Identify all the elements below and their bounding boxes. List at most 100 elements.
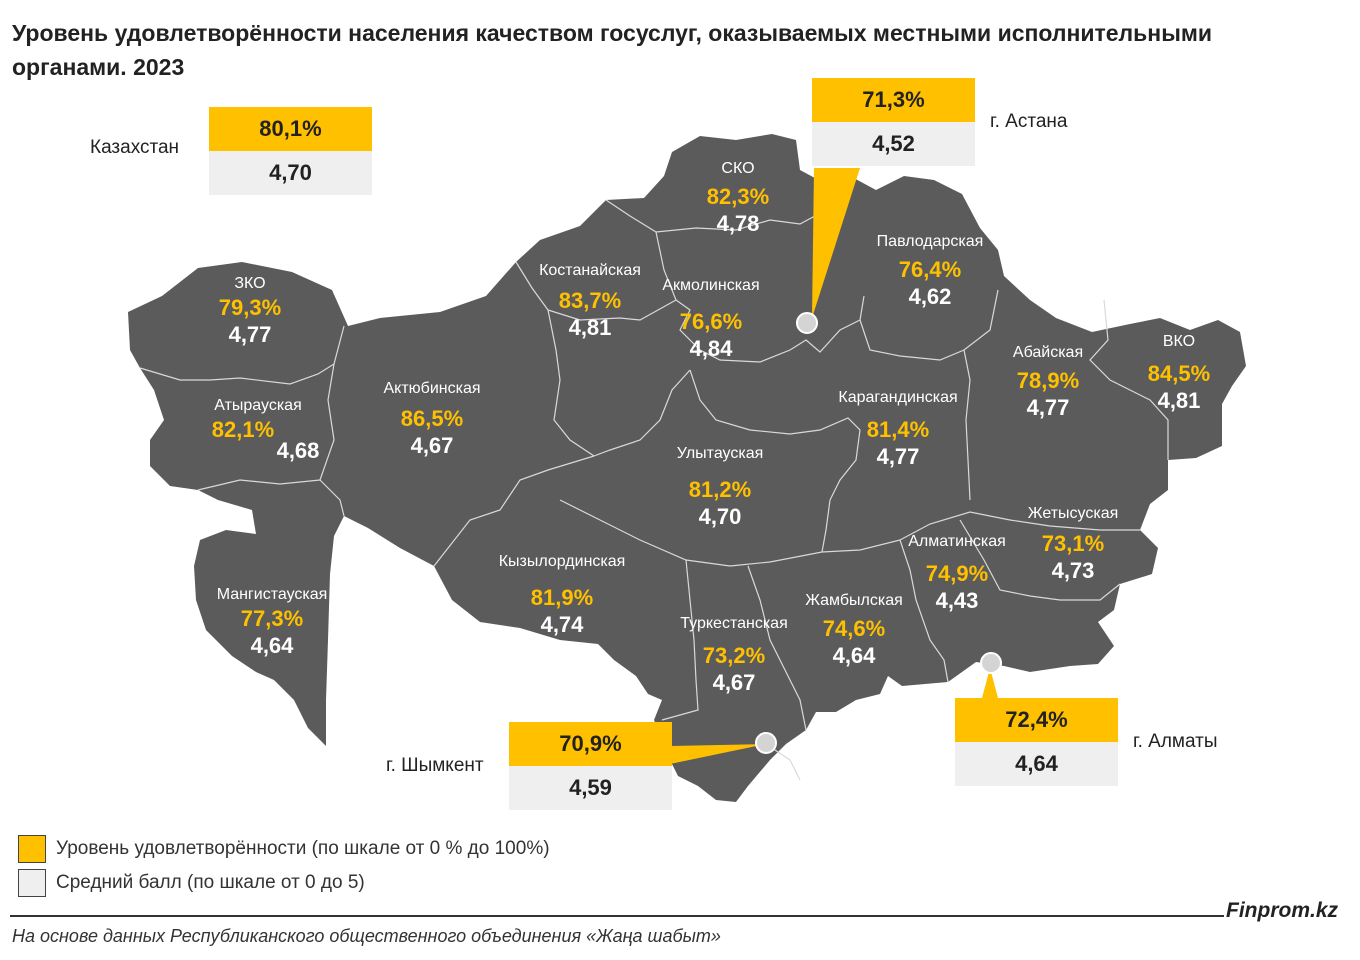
region-name: Актюбинская xyxy=(383,380,481,397)
region-score: 4,62 xyxy=(908,284,952,309)
astana-dot xyxy=(796,312,818,334)
region-satisfaction: 81,2% xyxy=(688,477,752,502)
region-name: Акмолинская xyxy=(662,277,760,294)
region-kostanay: Костанайская 83,7% 4,81 xyxy=(539,261,641,341)
region-satisfaction: 83,7% xyxy=(558,288,622,313)
legend-swatch-yellow xyxy=(18,835,46,863)
region-satisfaction: 78,9% xyxy=(1016,368,1080,393)
region-name: Карагандинская xyxy=(838,389,958,406)
region-satisfaction: 81,9% xyxy=(530,585,594,610)
callout-almaty: 72,4% 4,64 xyxy=(955,698,1118,786)
callout-score: 4,70 xyxy=(209,151,372,195)
region-name: СКО xyxy=(721,160,755,177)
region-score: 4,67 xyxy=(410,433,454,458)
region-score: 4,64 xyxy=(250,633,294,658)
region-satisfaction: 73,2% xyxy=(702,643,766,668)
region-zko: ЗКО 79,3% 4,77 xyxy=(219,274,281,348)
region-vko: ВКО 84,5% 4,81 xyxy=(1148,332,1210,414)
callout-label-almaty: г. Алматы xyxy=(1133,731,1218,752)
callout-score: 4,59 xyxy=(509,766,672,810)
region-zhetysu: Жетысуская 73,1% 4,73 xyxy=(1028,504,1119,584)
region-name: Жамбылская xyxy=(805,592,903,609)
region-name: Абайская xyxy=(1012,344,1084,361)
callout-label-kazakhstan: Казахстан xyxy=(90,137,180,158)
callout-score: 4,64 xyxy=(955,742,1118,786)
region-score: 4,43 xyxy=(935,588,979,613)
region-score: 4,84 xyxy=(689,336,733,361)
page-title: Уровень удовлетворённости населения каче… xyxy=(12,20,1212,80)
region-score: 4,78 xyxy=(716,211,760,236)
callout-label-shymkent: г. Шымкент xyxy=(386,755,484,776)
region-satisfaction: 82,3% xyxy=(706,184,770,209)
legend-swatch-gray xyxy=(18,869,46,897)
region-name: Мангистауская xyxy=(216,586,328,603)
region-name: Атырауская xyxy=(214,397,302,414)
region-score: 4,77 xyxy=(228,322,272,347)
legend-item-satisfaction: Уровень удовлетворённости (по шкале от 0… xyxy=(18,834,550,864)
region-name: ЗКО xyxy=(234,275,266,292)
region-satisfaction: 76,6% xyxy=(679,309,743,334)
region-satisfaction: 81,4% xyxy=(866,417,930,442)
astana-pointer xyxy=(812,168,860,318)
region-score: 4,81 xyxy=(1157,388,1201,413)
callout-score: 4,52 xyxy=(812,122,975,166)
region-satisfaction: 86,5% xyxy=(400,406,464,431)
region-kyzylorda: Кызылординская 81,9% 4,74 xyxy=(499,552,626,638)
legend-item-score: Средний балл (по шкале от 0 до 5) xyxy=(18,868,365,898)
map-outline xyxy=(128,134,1246,802)
region-score: 4,77 xyxy=(1026,395,1070,420)
region-pavlodar: Павлодарская 76,4% 4,62 xyxy=(877,232,984,310)
callout-shymkent: 70,9% 4,59 xyxy=(509,722,672,810)
region-score: 4,68 xyxy=(276,438,320,463)
region-akmola: Акмолинская 76,6% 4,84 xyxy=(662,276,759,362)
brand-logo-text: Finprom.kz xyxy=(1226,899,1339,922)
callout-astana: 71,3% 4,52 xyxy=(812,78,975,166)
region-atyrau: Атырауская 82,1% 4,68 xyxy=(197,396,320,464)
region-sko: СКО 82,3% 4,78 xyxy=(707,159,769,237)
region-score: 4,73 xyxy=(1051,558,1095,583)
region-ulytau: Улытауская 81,2% 4,70 xyxy=(677,444,764,530)
region-satisfaction: 79,3% xyxy=(218,295,282,320)
legend-label: Средний балл (по шкале от 0 до 5) xyxy=(56,872,365,893)
region-score: 4,67 xyxy=(712,670,756,695)
region-satisfaction: 76,4% xyxy=(898,257,962,282)
region-name: ВКО xyxy=(1162,333,1196,350)
region-name: Кызылординская xyxy=(498,553,626,570)
region-karaganda: Карагандинская 81,4% 4,77 xyxy=(838,388,957,470)
source-note: На основе данных Республиканского общест… xyxy=(12,926,721,946)
region-satisfaction: 74,6% xyxy=(822,616,886,641)
region-satisfaction: 84,5% xyxy=(1147,361,1211,386)
region-satisfaction: 82,1% xyxy=(211,417,275,442)
region-score: 4,64 xyxy=(832,643,876,668)
almaty-pointer xyxy=(982,668,998,698)
region-name: Павлодарская xyxy=(876,233,984,250)
region-name: Жетысуская xyxy=(1027,505,1119,522)
region-name: Туркестанская xyxy=(680,615,788,632)
region-name: Костанайская xyxy=(539,262,641,279)
callout-satisfaction: 80,1% xyxy=(209,107,372,151)
region-name: Улытауская xyxy=(676,445,764,462)
shymkent-dot xyxy=(755,732,777,754)
callout-label-astana: г. Астана xyxy=(990,111,1068,132)
legend-label: Уровень удовлетворённости (по шкале от 0… xyxy=(56,838,550,859)
callout-kazakhstan: 80,1% 4,70 xyxy=(209,107,372,195)
callout-satisfaction: 70,9% xyxy=(509,722,672,766)
footer-divider xyxy=(10,915,1224,917)
region-mangistau: Мангистауская 77,3% 4,64 xyxy=(217,585,328,659)
region-zhambyl: Жамбылская 74,6% 4,64 xyxy=(805,591,903,669)
region-score: 4,70 xyxy=(698,504,742,529)
region-abai: Абайская 78,9% 4,77 xyxy=(1013,343,1083,421)
shymkent-pointer xyxy=(670,744,766,764)
region-aktobe: Актюбинская 86,5% 4,67 xyxy=(383,379,480,459)
region-name: Алматинская xyxy=(908,533,1006,550)
callout-satisfaction: 71,3% xyxy=(812,78,975,122)
region-satisfaction: 77,3% xyxy=(240,606,304,631)
region-score: 4,77 xyxy=(876,444,920,469)
region-score: 4,81 xyxy=(568,315,612,340)
region-satisfaction: 73,1% xyxy=(1041,531,1105,556)
region-turkestan: Туркестанская 73,2% 4,67 xyxy=(680,614,787,696)
callout-satisfaction: 72,4% xyxy=(955,698,1118,742)
almaty-dot xyxy=(980,652,1002,674)
region-score: 4,74 xyxy=(540,612,584,637)
